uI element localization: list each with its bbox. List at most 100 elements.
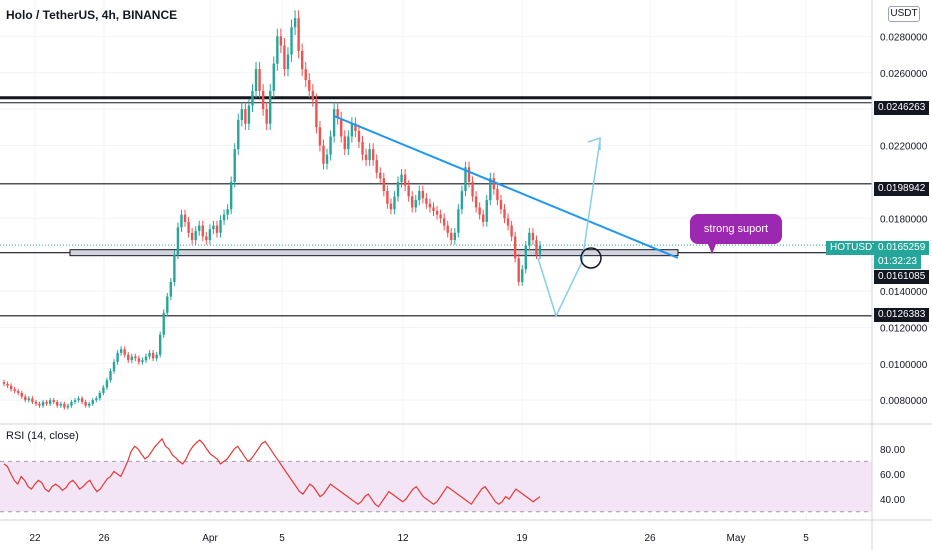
y-tick-label: 0.0100000 bbox=[880, 360, 928, 371]
candle-body bbox=[201, 225, 204, 237]
candle-body bbox=[332, 109, 336, 137]
candle-body bbox=[109, 371, 112, 381]
candle-body bbox=[435, 211, 439, 215]
candle-body bbox=[27, 398, 31, 401]
countdown-label: 01:32:23 bbox=[874, 255, 921, 269]
candle-body bbox=[254, 69, 258, 91]
candle-body bbox=[450, 232, 453, 241]
rsi-panel bbox=[0, 437, 872, 513]
candle-body bbox=[137, 358, 141, 362]
candle-body bbox=[102, 387, 105, 393]
candle-body bbox=[52, 400, 55, 402]
candle-body bbox=[361, 141, 364, 155]
candle-body bbox=[347, 136, 350, 150]
candle-body bbox=[166, 296, 169, 313]
breakout-circle bbox=[580, 247, 602, 269]
candle-body bbox=[396, 181, 400, 197]
candle-body bbox=[180, 214, 183, 228]
candle-body bbox=[315, 100, 318, 128]
candle-body bbox=[56, 401, 59, 406]
candle-body bbox=[478, 207, 481, 215]
candle-body bbox=[276, 36, 279, 64]
currency-button[interactable]: USDT bbox=[888, 6, 920, 22]
candle-body bbox=[208, 229, 212, 241]
y-tick-label: 0.0260000 bbox=[880, 69, 928, 80]
candle-body bbox=[428, 203, 432, 208]
projection-path bbox=[537, 139, 601, 319]
candle-body bbox=[371, 149, 375, 161]
candle-body bbox=[80, 398, 84, 402]
candle-body bbox=[322, 145, 325, 164]
candle-body bbox=[2, 382, 6, 384]
candle-body bbox=[293, 18, 297, 28]
candle-body bbox=[308, 80, 311, 91]
price-label-r1: 0.0246263 bbox=[874, 101, 930, 115]
candle-body bbox=[226, 209, 229, 215]
candle-body bbox=[538, 245, 542, 255]
candle-body bbox=[155, 354, 158, 359]
candle-body bbox=[325, 154, 329, 164]
candle-body bbox=[389, 203, 393, 210]
projection-arrowhead bbox=[587, 136, 601, 150]
rsi-tick-label: 80.00 bbox=[880, 445, 905, 456]
candle-body bbox=[87, 403, 91, 406]
candle-body bbox=[485, 200, 488, 222]
candle-body bbox=[119, 349, 123, 353]
candle-body bbox=[524, 245, 528, 270]
candle-body bbox=[45, 401, 48, 404]
candle-body bbox=[31, 398, 34, 402]
candle-body bbox=[38, 403, 41, 406]
candle-body bbox=[489, 178, 492, 201]
candle-body bbox=[510, 225, 513, 237]
candle-body bbox=[286, 54, 290, 70]
x-tick-label: 22 bbox=[29, 533, 41, 544]
candle-body bbox=[407, 185, 410, 197]
candle-body bbox=[300, 50, 304, 70]
x-tick-label: Apr bbox=[202, 533, 218, 544]
candle-body bbox=[13, 389, 16, 392]
candle-body bbox=[350, 123, 354, 137]
price-label-s1: 0.0161085 bbox=[874, 270, 930, 284]
candle-body bbox=[6, 383, 9, 386]
candle-body bbox=[528, 232, 531, 246]
candle-body bbox=[354, 123, 357, 131]
candle-body bbox=[311, 90, 315, 101]
candle-body bbox=[368, 149, 371, 161]
candle-body bbox=[105, 380, 109, 388]
rsi-band bbox=[0, 461, 872, 512]
candle-body bbox=[364, 154, 368, 161]
candle-body bbox=[471, 181, 474, 197]
candle-body bbox=[343, 136, 346, 150]
candle-body bbox=[233, 149, 236, 182]
candle-body bbox=[70, 401, 73, 406]
price-label-r2: 0.0198942 bbox=[874, 182, 930, 196]
candle-body bbox=[506, 218, 510, 226]
candle-body bbox=[304, 69, 307, 81]
candle-body bbox=[357, 130, 361, 142]
symbol-label: HOTUSDT bbox=[826, 241, 878, 255]
candle-body bbox=[215, 225, 219, 233]
x-tick-label: 19 bbox=[516, 533, 528, 544]
candle-body bbox=[290, 27, 293, 55]
candle-body bbox=[261, 90, 265, 110]
candle-body bbox=[418, 190, 421, 201]
current-price-label: 0.0165259 bbox=[874, 241, 930, 255]
y-tick-label: 0.0220000 bbox=[880, 142, 928, 153]
candle-body bbox=[517, 258, 520, 282]
candle-body bbox=[66, 405, 70, 408]
candle-body bbox=[442, 218, 446, 226]
y-tick-label: 0.0140000 bbox=[880, 287, 928, 298]
candle-body bbox=[269, 90, 272, 124]
candle-body bbox=[329, 136, 332, 155]
horizontal-levels bbox=[0, 96, 872, 317]
candle-body bbox=[229, 181, 233, 210]
candle-body bbox=[421, 190, 425, 199]
candle-body bbox=[492, 178, 496, 190]
y-tick-label: 0.0080000 bbox=[880, 396, 928, 407]
candle-body bbox=[77, 398, 80, 401]
candle-body bbox=[63, 403, 66, 408]
candle-body bbox=[446, 225, 449, 233]
candle-body bbox=[453, 232, 457, 241]
candle-body bbox=[379, 172, 382, 179]
candle-body bbox=[425, 198, 428, 204]
